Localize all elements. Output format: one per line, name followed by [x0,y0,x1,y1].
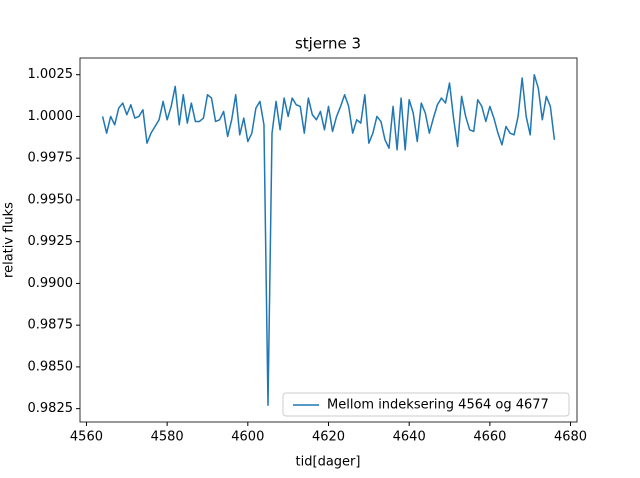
x-tick-label: 4560 [70,430,103,445]
x-tick-label: 4680 [554,430,587,445]
data-line [101,73,556,407]
plot-frame [79,57,578,423]
x-tick-label: 4580 [151,430,184,445]
y-tick-label: 0.9925 [28,234,74,249]
x-tick-label: 4620 [312,430,345,445]
x-tick-label: 4600 [231,430,264,445]
y-tick-label: 0.9825 [28,401,74,416]
chart-title: stjerne 3 [295,35,361,53]
y-tick-label: 0.9950 [28,192,74,207]
y-tick-label: 0.9975 [28,151,74,166]
x-tick-label: 4660 [473,430,506,445]
y-tick-label: 1.0025 [28,67,74,82]
legend-label: Mellom indeksering 4564 og 4677 [327,398,549,413]
y-tick-label: 0.9875 [28,318,74,333]
y-tick-label: 0.9900 [28,276,74,291]
y-axis-label: relativ fluks [2,202,17,278]
legend-box [282,392,570,417]
x-tick-label: 4640 [393,430,426,445]
y-tick-label: 1.0000 [28,109,74,124]
y-tick-label: 0.9850 [28,359,74,374]
x-axis-label: tid[dager] [296,455,361,470]
